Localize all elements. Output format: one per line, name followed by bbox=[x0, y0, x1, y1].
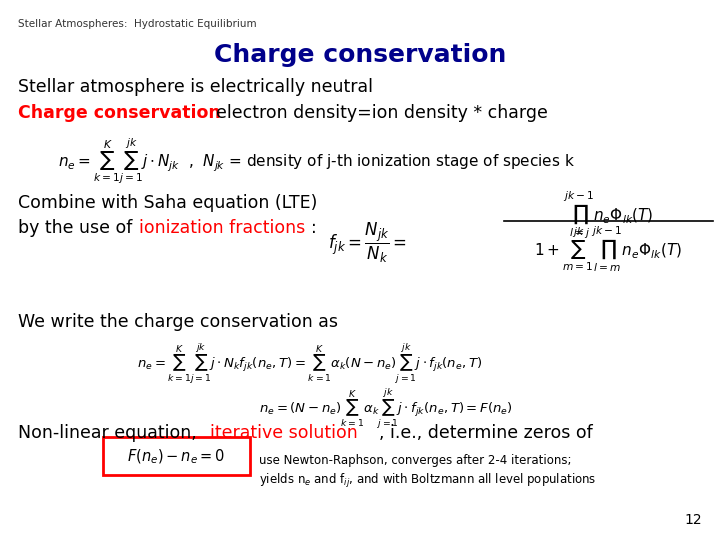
Text: use Newton-Raphson, converges after 2-4 iterations;: use Newton-Raphson, converges after 2-4 … bbox=[259, 454, 572, 467]
Text: , i.e., determine zeros of: , i.e., determine zeros of bbox=[379, 424, 593, 442]
Text: Combine with Saha equation (LTE): Combine with Saha equation (LTE) bbox=[18, 194, 318, 212]
Text: Stellar atmosphere is electrically neutral: Stellar atmosphere is electrically neutr… bbox=[18, 78, 373, 96]
Text: iterative solution: iterative solution bbox=[210, 424, 358, 442]
Text: $n_e = \sum_{k=1}^{K} \sum_{j=1}^{jk} j \cdot N_{jk}$  ,  $N_{jk}$ = density of : $n_e = \sum_{k=1}^{K} \sum_{j=1}^{jk} j … bbox=[58, 136, 575, 186]
Text: Stellar Atmospheres:  Hydrostatic Equilibrium: Stellar Atmospheres: Hydrostatic Equilib… bbox=[18, 19, 256, 30]
Text: Charge conservation: Charge conservation bbox=[214, 43, 506, 67]
Text: electron density=ion density * charge: electron density=ion density * charge bbox=[216, 104, 548, 122]
Text: Non-linear equation,: Non-linear equation, bbox=[18, 424, 202, 442]
Text: ionization fractions: ionization fractions bbox=[139, 219, 305, 237]
Text: $n_e = (N - n_e) \sum_{k=1}^{K} \alpha_k \sum_{j=1}^{jk} j \cdot f_{jk}(n_e, T) : $n_e = (N - n_e) \sum_{k=1}^{K} \alpha_k… bbox=[259, 386, 513, 430]
Text: Charge conservation: Charge conservation bbox=[18, 104, 221, 122]
Text: yields n$_e$ and f$_{ij}$, and with Boltzmann all level populations: yields n$_e$ and f$_{ij}$, and with Bolt… bbox=[259, 472, 597, 490]
Text: $f_{jk} = \dfrac{N_{jk}}{N_k} = $: $f_{jk} = \dfrac{N_{jk}}{N_k} = $ bbox=[328, 221, 407, 265]
Text: $\prod_{l=j}^{jk-1} n_e \Phi_{lk}(T)$: $\prod_{l=j}^{jk-1} n_e \Phi_{lk}(T)$ bbox=[563, 189, 654, 240]
Text: :: : bbox=[311, 219, 317, 237]
Text: $1 + \sum_{m=1}^{jk} \prod_{l=m}^{jk-1} n_e \Phi_{lk}(T)$: $1 + \sum_{m=1}^{jk} \prod_{l=m}^{jk-1} … bbox=[534, 224, 683, 274]
Text: $n_e = \sum_{k=1}^{K} \sum_{j=1}^{jk} j \cdot N_k f_{jk}(n_e, T) = \sum_{k=1}^{K: $n_e = \sum_{k=1}^{K} \sum_{j=1}^{jk} j … bbox=[137, 341, 482, 385]
Text: 12: 12 bbox=[685, 512, 702, 526]
Text: $F(n_e) - n_e = 0$: $F(n_e) - n_e = 0$ bbox=[127, 447, 225, 465]
Text: by the use of: by the use of bbox=[18, 219, 138, 237]
FancyBboxPatch shape bbox=[102, 437, 251, 475]
Text: We write the charge conservation as: We write the charge conservation as bbox=[18, 313, 338, 331]
